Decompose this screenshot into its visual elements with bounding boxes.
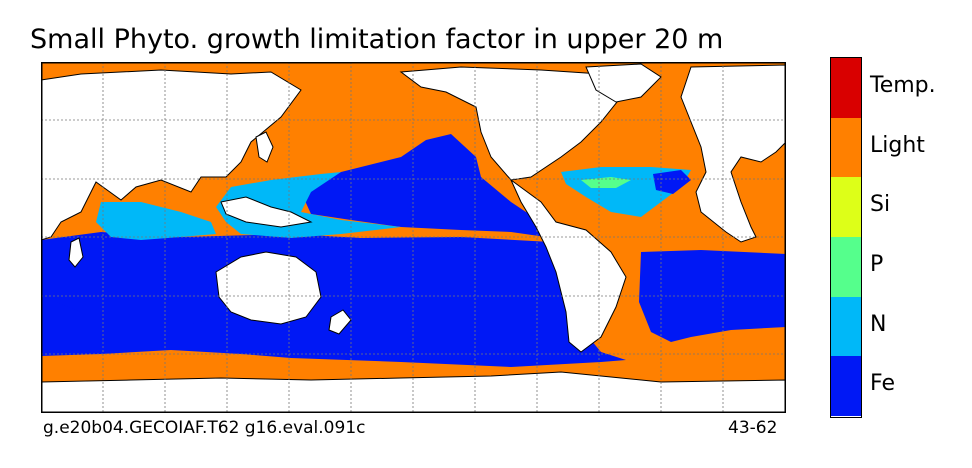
colorbar-label-temp: Temp. (870, 72, 936, 98)
colorbar-swatch-fe (831, 356, 861, 416)
ocean-fe-atlantic-south (639, 250, 786, 342)
ocean-p-atlantic-patch (581, 177, 631, 188)
colorbar-label-si: Si (870, 192, 891, 218)
colorbar-label-fe: Fe (870, 371, 895, 397)
colorbar-label-n: N (870, 311, 887, 337)
map-panel (41, 62, 786, 413)
map-title: Small Phyto. growth limitation factor in… (30, 24, 724, 55)
ocean-fe-indian (51, 242, 221, 324)
ocean-fe-north-pacific (301, 134, 546, 237)
footer-case-name: g.e20b04.GECOIAF.T62 g16.eval.091c (43, 418, 366, 438)
colorbar-label-light: Light (870, 132, 925, 158)
colorbar-swatch-temp (831, 58, 861, 118)
colorbar (830, 57, 862, 418)
graticule (41, 62, 786, 413)
ocean-fe-atlantic-north (653, 170, 691, 194)
colorbar-swatch-light (831, 117, 861, 178)
footer-years: 43-62 (728, 418, 778, 438)
ocean-n-indian-tropics (96, 202, 216, 240)
colorbar-label-p: P (870, 251, 884, 277)
colorbar-swatch-p (831, 237, 861, 297)
map-border (41, 62, 786, 413)
colorbar-swatch-si (831, 177, 861, 237)
colorbar-swatch-n (831, 296, 861, 357)
